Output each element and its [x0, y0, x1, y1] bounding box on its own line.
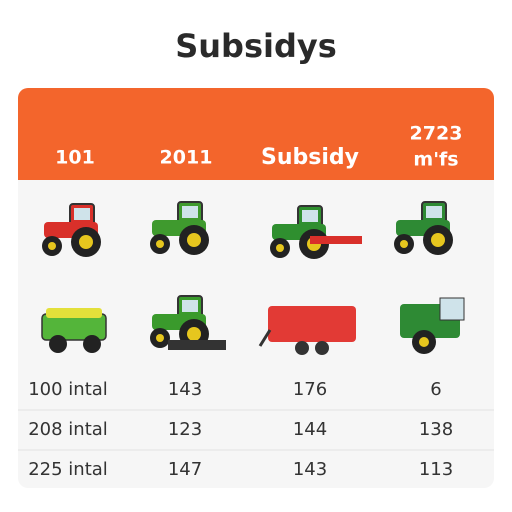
header-band — [18, 88, 494, 180]
table-cell: 208 intal — [28, 419, 108, 440]
table-cell: 138 — [419, 419, 453, 440]
table-bg — [18, 88, 494, 488]
hitch — [258, 329, 272, 347]
header-cell: Subsidy — [261, 145, 359, 170]
header-attachment — [310, 236, 362, 244]
table-cell: 176 — [293, 379, 327, 400]
table-cell: 123 — [168, 419, 202, 440]
table-cell: 143 — [293, 459, 327, 480]
header-cell: 2011 — [160, 147, 213, 169]
combine-cab — [439, 297, 465, 321]
header-cell: m'fs — [413, 149, 458, 171]
table-cell: 144 — [293, 419, 327, 440]
cultivator — [168, 340, 226, 350]
hub — [419, 337, 429, 347]
header-cell: 2723 — [410, 123, 463, 145]
table-cell: 225 intal — [28, 459, 108, 480]
wheel — [295, 341, 309, 355]
title: Subsidys — [175, 27, 337, 65]
table-cell: 100 intal — [28, 379, 108, 400]
baler-icon — [268, 306, 356, 342]
wheel — [315, 341, 329, 355]
table-cell: 147 — [168, 459, 202, 480]
icon-row — [41, 295, 465, 355]
table-cell: 113 — [419, 459, 453, 480]
table-cell: 6 — [430, 379, 441, 400]
table-cell: 143 — [168, 379, 202, 400]
header-cell: 101 — [55, 147, 95, 169]
rows: 100 intal 143 176 6 208 intal 123 144 138 225 in… — [28, 379, 453, 480]
icon-row — [41, 201, 454, 260]
